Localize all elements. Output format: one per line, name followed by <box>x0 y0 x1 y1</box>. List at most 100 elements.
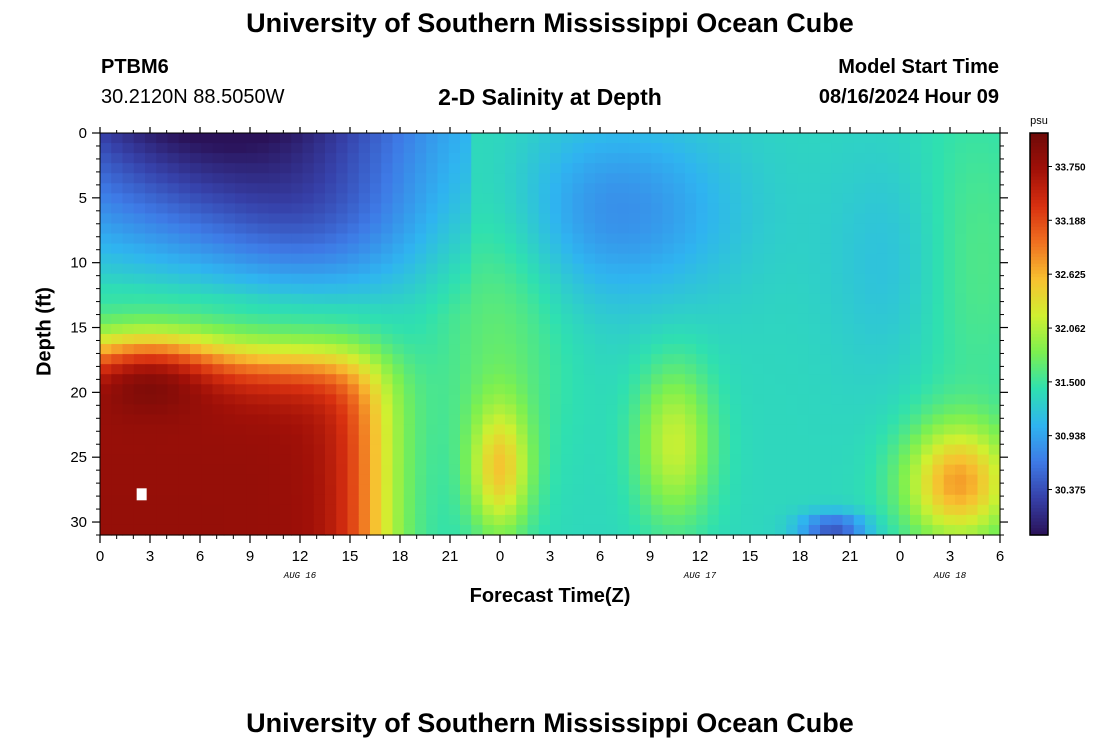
heatmap-cell <box>696 364 709 375</box>
heatmap-cell <box>820 143 832 154</box>
heatmap-cell <box>572 163 585 174</box>
heatmap-cell <box>842 243 855 255</box>
heatmap-cell <box>448 494 461 506</box>
heatmap-cell <box>448 233 461 245</box>
heatmap-cell <box>313 323 326 335</box>
heatmap-cell <box>516 183 529 194</box>
heatmap-cell <box>853 213 866 225</box>
heatmap-cell <box>685 504 697 516</box>
colorbar-segment <box>1030 206 1048 211</box>
heatmap-cell <box>493 243 506 255</box>
heatmap-cell <box>583 173 596 184</box>
heatmap-cell <box>212 313 225 325</box>
heatmap-cell <box>662 334 675 345</box>
heatmap-cell <box>415 464 427 476</box>
heatmap-cell <box>673 504 686 516</box>
heatmap-cell <box>763 323 776 335</box>
heatmap-cell <box>100 494 112 506</box>
heatmap-cell <box>505 424 517 436</box>
heatmap-cell <box>887 283 900 295</box>
heatmap-cell <box>403 504 416 516</box>
heatmap-cell <box>111 474 124 486</box>
heatmap-cell <box>583 484 596 496</box>
heatmap-cell <box>640 143 652 154</box>
heatmap-cell <box>662 143 675 154</box>
heatmap-cell <box>685 323 697 335</box>
heatmap-cell <box>268 183 281 194</box>
heatmap-cell <box>527 454 540 466</box>
heatmap-cell <box>640 514 652 526</box>
heatmap-cell <box>381 283 394 295</box>
heatmap-cell <box>865 404 877 415</box>
heatmap-cell <box>538 444 551 456</box>
colorbar-segment <box>1030 454 1048 459</box>
heatmap-cell <box>988 253 1001 265</box>
heatmap-cell <box>122 494 135 506</box>
heatmap-cell <box>572 153 585 164</box>
heatmap-cell <box>415 434 427 446</box>
heatmap-cell <box>145 243 157 255</box>
x-tick-label: 3 <box>546 548 554 565</box>
heatmap-cell <box>190 223 202 235</box>
heatmap-cell <box>268 273 281 285</box>
heatmap-cell <box>561 494 574 506</box>
heatmap-cell <box>437 374 450 385</box>
heatmap-cell <box>685 173 697 184</box>
colorbar-segment <box>1030 514 1048 519</box>
heatmap-cell <box>426 323 439 335</box>
heatmap-cell <box>898 213 911 225</box>
heatmap-cell <box>325 173 337 184</box>
heatmap-cell <box>673 303 686 315</box>
heatmap-cell <box>302 163 315 174</box>
heatmap-cell <box>257 163 270 174</box>
heatmap-cell <box>280 273 292 285</box>
heatmap-cell <box>527 253 540 265</box>
heatmap-cell <box>268 344 281 355</box>
heatmap-cell <box>223 334 236 345</box>
heatmap-cell <box>527 273 540 285</box>
heatmap-cell <box>820 213 832 225</box>
heatmap-cell <box>505 303 517 315</box>
heatmap-cell <box>246 303 259 315</box>
heatmap-cell <box>696 293 709 305</box>
heatmap-cell <box>572 454 585 466</box>
heatmap-cell <box>898 394 911 405</box>
heatmap-cell <box>246 384 259 395</box>
heatmap-cell <box>538 233 551 245</box>
heatmap-cell <box>482 133 495 144</box>
heatmap-cell <box>370 253 382 265</box>
heatmap-cell <box>291 283 304 295</box>
heatmap-cell <box>313 243 326 255</box>
heatmap-cell <box>651 524 664 536</box>
heatmap-cell <box>437 524 450 536</box>
heatmap-cell <box>156 344 169 355</box>
heatmap-cell <box>370 143 382 154</box>
heatmap-cell <box>415 334 427 345</box>
heatmap-cell <box>313 514 326 526</box>
heatmap-cell <box>685 464 697 476</box>
heatmap-cell <box>460 444 472 456</box>
heatmap-cell <box>820 414 832 426</box>
heatmap-cell <box>955 183 967 194</box>
heatmap-cell <box>561 394 574 405</box>
heatmap-cell <box>167 374 180 385</box>
heatmap-cell <box>235 364 247 375</box>
heatmap-cell <box>257 464 270 476</box>
heatmap-cell <box>482 364 495 375</box>
heatmap-cell <box>853 283 866 295</box>
heatmap-cell <box>550 404 562 415</box>
heatmap-cell <box>763 203 776 214</box>
heatmap-cell <box>820 444 832 456</box>
heatmap-cell <box>606 193 619 204</box>
heatmap-cell <box>167 334 180 345</box>
heatmap-cell <box>865 334 877 345</box>
heatmap-cell <box>898 223 911 235</box>
heatmap-cell <box>347 514 360 526</box>
heatmap-cell <box>370 223 382 235</box>
heatmap-cell <box>876 293 889 305</box>
heatmap-cell <box>966 173 979 184</box>
heatmap-cell <box>583 253 596 265</box>
heatmap-cell <box>662 303 675 315</box>
heatmap-cell <box>111 404 124 415</box>
heatmap-cell <box>685 494 697 506</box>
